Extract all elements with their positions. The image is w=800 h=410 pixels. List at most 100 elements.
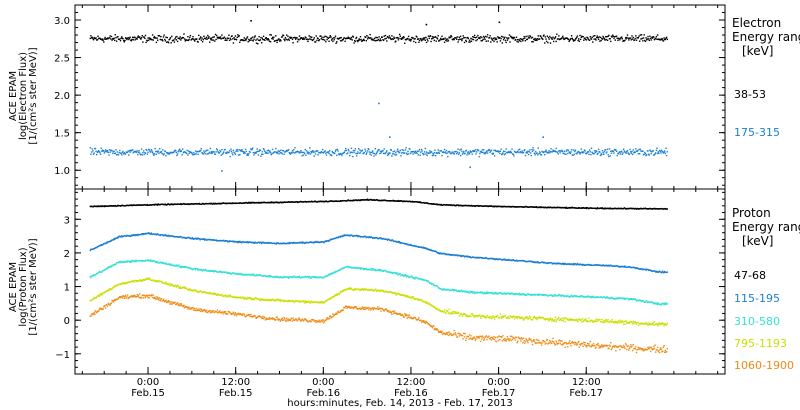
data-point bbox=[404, 274, 407, 276]
data-point bbox=[420, 38, 422, 40]
data-point bbox=[345, 147, 347, 150]
data-point bbox=[656, 152, 659, 155]
data-point bbox=[662, 39, 664, 41]
data-point bbox=[663, 37, 665, 39]
data-point bbox=[139, 152, 141, 154]
data-point bbox=[663, 271, 665, 274]
data-point bbox=[397, 199, 400, 202]
data-point bbox=[249, 241, 251, 243]
data-point bbox=[603, 150, 606, 153]
data-point bbox=[191, 38, 194, 40]
data-point bbox=[503, 37, 505, 39]
data-point bbox=[529, 152, 532, 154]
data-point bbox=[474, 37, 477, 39]
data-point bbox=[562, 263, 564, 266]
data-point bbox=[650, 152, 652, 155]
data-point bbox=[537, 35, 539, 37]
data-point bbox=[563, 262, 565, 265]
data-point bbox=[416, 150, 419, 152]
data-point bbox=[167, 41, 169, 43]
data-point bbox=[228, 151, 230, 154]
data-point bbox=[339, 37, 341, 39]
data-point bbox=[492, 153, 494, 155]
data-point bbox=[153, 153, 156, 155]
data-point bbox=[232, 38, 234, 40]
data-point bbox=[208, 293, 210, 295]
data-point bbox=[507, 259, 509, 261]
data-point bbox=[655, 303, 658, 305]
data-point bbox=[547, 41, 549, 44]
data-point bbox=[597, 38, 600, 41]
data-point bbox=[275, 243, 278, 245]
data-point bbox=[350, 38, 352, 40]
data-point bbox=[215, 293, 217, 295]
data-point bbox=[467, 36, 469, 39]
data-point bbox=[635, 148, 637, 150]
data-point bbox=[276, 152, 278, 155]
data-point bbox=[554, 151, 557, 153]
data-point bbox=[167, 42, 170, 44]
data-point bbox=[253, 242, 256, 244]
data-point bbox=[258, 36, 260, 38]
data-point bbox=[288, 39, 290, 41]
data-point bbox=[522, 293, 524, 295]
data-point bbox=[612, 150, 615, 152]
data-point bbox=[220, 154, 222, 157]
data-point bbox=[186, 149, 188, 152]
data-point bbox=[654, 270, 656, 272]
data-point bbox=[220, 270, 222, 273]
data-point bbox=[178, 264, 180, 266]
data-point bbox=[103, 269, 106, 271]
data-point bbox=[373, 237, 376, 239]
data-point bbox=[550, 148, 552, 150]
data-point bbox=[441, 151, 444, 153]
data-point bbox=[188, 38, 190, 41]
data-point bbox=[145, 278, 147, 281]
data-point bbox=[246, 296, 249, 299]
data-point bbox=[525, 152, 527, 154]
data-point bbox=[595, 39, 597, 41]
data-point bbox=[294, 36, 296, 39]
data-point bbox=[281, 36, 283, 38]
data-point bbox=[650, 39, 652, 41]
data-point bbox=[339, 269, 342, 271]
data-point bbox=[645, 37, 647, 39]
data-point bbox=[117, 36, 119, 38]
data-point bbox=[351, 39, 353, 41]
data-point bbox=[606, 39, 609, 41]
data-point bbox=[300, 150, 302, 152]
data-point bbox=[372, 150, 374, 152]
data-point bbox=[517, 149, 520, 151]
data-point bbox=[585, 207, 588, 210]
data-point bbox=[666, 38, 668, 41]
data-point bbox=[601, 154, 603, 156]
data-point bbox=[179, 286, 181, 288]
data-point bbox=[338, 154, 340, 156]
data-point bbox=[107, 289, 109, 291]
data-point bbox=[287, 149, 290, 151]
data-point bbox=[635, 39, 638, 41]
data-point bbox=[269, 298, 271, 301]
data-point bbox=[505, 148, 507, 150]
data-point bbox=[183, 287, 186, 289]
data-point bbox=[480, 40, 482, 42]
data-point bbox=[187, 288, 189, 291]
data-point bbox=[261, 242, 263, 245]
data-point bbox=[157, 261, 159, 263]
data-point bbox=[168, 283, 170, 286]
data-point bbox=[240, 241, 242, 243]
data-point bbox=[599, 40, 601, 42]
data-point bbox=[164, 40, 167, 42]
data-point bbox=[597, 37, 599, 39]
data-point bbox=[596, 36, 598, 39]
data-point bbox=[183, 33, 185, 35]
data-point bbox=[146, 277, 148, 280]
data-point bbox=[565, 207, 567, 209]
data-point bbox=[386, 154, 389, 156]
data-point bbox=[657, 151, 659, 153]
data-point bbox=[468, 292, 471, 294]
data-point bbox=[391, 153, 394, 155]
data-point bbox=[409, 152, 412, 155]
data-point bbox=[440, 252, 442, 254]
data-point bbox=[89, 37, 91, 40]
